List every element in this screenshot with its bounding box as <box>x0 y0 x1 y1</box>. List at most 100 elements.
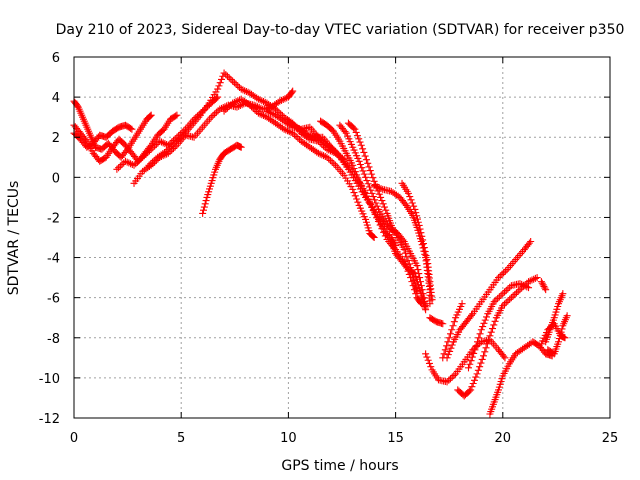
data-point <box>121 157 129 165</box>
data-point <box>495 293 503 301</box>
data-point <box>351 192 359 200</box>
data-point <box>420 294 428 302</box>
y-tick-label: -8 <box>47 332 60 347</box>
data-point <box>148 158 156 166</box>
data-point <box>363 177 371 185</box>
data-point <box>525 278 533 286</box>
data-point <box>163 140 171 148</box>
data-point <box>423 256 431 264</box>
data-point <box>424 356 432 364</box>
data-point <box>294 134 302 142</box>
data-point <box>477 326 485 334</box>
data-point <box>349 185 357 193</box>
data-point <box>527 238 535 246</box>
data-point <box>254 109 262 117</box>
data-point <box>361 152 369 160</box>
data-point <box>375 184 383 192</box>
data-point <box>404 189 412 197</box>
data-point <box>470 349 478 357</box>
data-point <box>414 266 422 274</box>
data-point <box>200 203 208 211</box>
data-point <box>416 298 424 306</box>
data-point <box>365 163 373 171</box>
data-point <box>521 282 529 290</box>
data-point <box>377 185 385 193</box>
data-point <box>474 338 482 346</box>
data-point <box>497 291 505 299</box>
data-point <box>145 147 153 155</box>
data-point <box>555 338 563 346</box>
data-point <box>499 290 507 298</box>
data-point <box>514 287 522 295</box>
data-point <box>281 95 289 103</box>
series-track-o <box>398 179 436 304</box>
data-point <box>135 156 143 164</box>
data-point <box>359 145 367 153</box>
data-point <box>513 289 521 297</box>
axis-ticks: 0 5 10 15 20 25 -12 -10 -8 -6 -4 -2 0 2 4 6 <box>39 51 619 446</box>
data-point <box>518 280 526 288</box>
chart-title: Day 210 of 2023, Sidereal Day-to-day VTE… <box>56 22 625 38</box>
data-point <box>356 160 364 168</box>
data-point <box>147 160 155 168</box>
data-point <box>415 221 423 229</box>
data-marks <box>70 69 571 418</box>
y-tick-label: -4 <box>47 252 60 267</box>
data-point <box>470 376 478 384</box>
data-point <box>407 264 415 272</box>
data-point <box>220 69 228 77</box>
plot-frame <box>73 56 611 419</box>
data-point <box>410 276 418 284</box>
data-point <box>440 350 448 358</box>
data-point <box>490 321 498 329</box>
data-point <box>556 331 564 339</box>
series-track-p <box>426 314 447 328</box>
data-point <box>511 290 519 298</box>
data-point <box>375 190 383 198</box>
data-point <box>222 106 230 114</box>
data-point <box>232 98 240 106</box>
data-point <box>362 156 370 164</box>
data-point <box>368 170 376 178</box>
data-point <box>491 317 499 325</box>
y-tick-label: -12 <box>39 412 60 427</box>
data-point <box>447 344 455 352</box>
data-point <box>237 85 245 93</box>
data-point <box>132 160 140 168</box>
data-point <box>369 174 377 182</box>
data-point <box>407 267 415 275</box>
data-point <box>230 79 238 87</box>
data-point <box>303 130 311 138</box>
data-point <box>167 142 175 150</box>
data-point <box>201 200 209 208</box>
data-point <box>224 72 232 80</box>
data-point <box>485 336 493 344</box>
data-point <box>246 101 254 109</box>
series-track-u <box>464 280 533 372</box>
data-point <box>230 98 238 106</box>
data-point <box>480 352 488 360</box>
data-point <box>139 153 147 161</box>
data-point <box>446 347 454 355</box>
data-point <box>224 104 232 112</box>
data-point <box>366 167 374 175</box>
series-track-r <box>439 300 466 362</box>
y-tick-label: 2 <box>52 131 60 146</box>
data-point <box>368 232 376 240</box>
data-point <box>352 128 360 136</box>
data-point <box>356 138 364 146</box>
data-point <box>561 334 569 342</box>
data-point <box>320 152 328 160</box>
data-point <box>159 139 167 147</box>
data-point <box>563 312 571 320</box>
data-point <box>411 205 419 213</box>
x-tick-label: 5 <box>177 431 185 446</box>
data-point <box>360 148 368 156</box>
data-point <box>207 113 215 121</box>
data-point <box>350 124 358 132</box>
data-point <box>401 200 409 208</box>
data-point <box>368 189 376 197</box>
data-point <box>212 108 220 116</box>
data-point <box>474 366 482 374</box>
data-point <box>421 248 429 256</box>
